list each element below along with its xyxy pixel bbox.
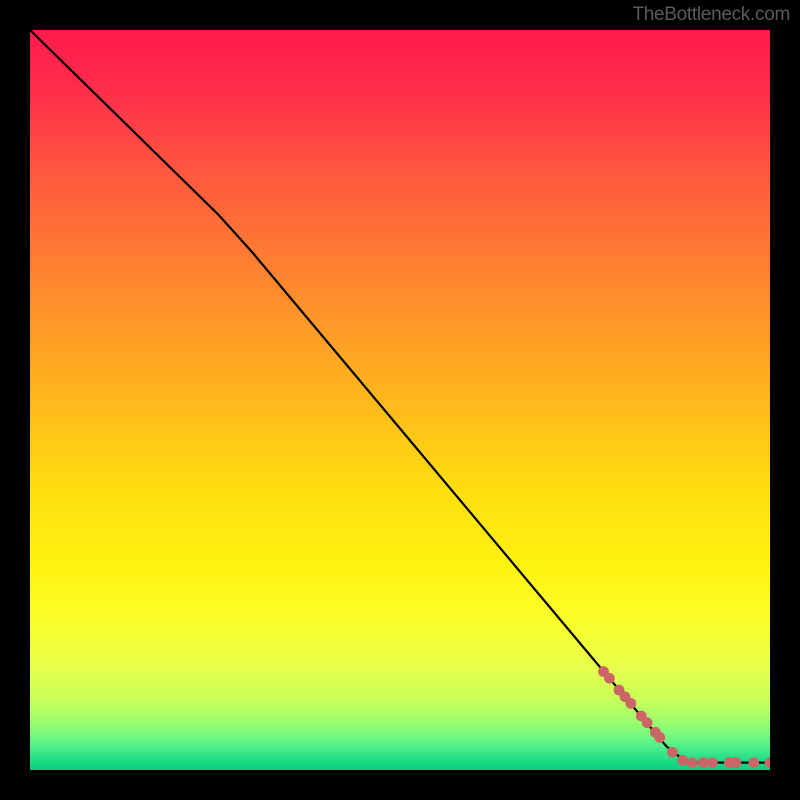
data-marker [687,757,698,768]
data-marker [625,698,636,709]
data-marker [748,757,759,768]
data-marker [707,757,718,768]
data-marker [731,757,742,768]
data-marker [604,673,615,684]
chart-background [30,30,770,770]
data-marker [667,747,678,758]
plot-area [30,30,770,770]
attribution-text: TheBottleneck.com [632,4,790,26]
chart-svg [30,30,770,770]
data-marker [677,755,688,766]
data-marker [642,717,653,728]
data-marker [654,732,665,743]
